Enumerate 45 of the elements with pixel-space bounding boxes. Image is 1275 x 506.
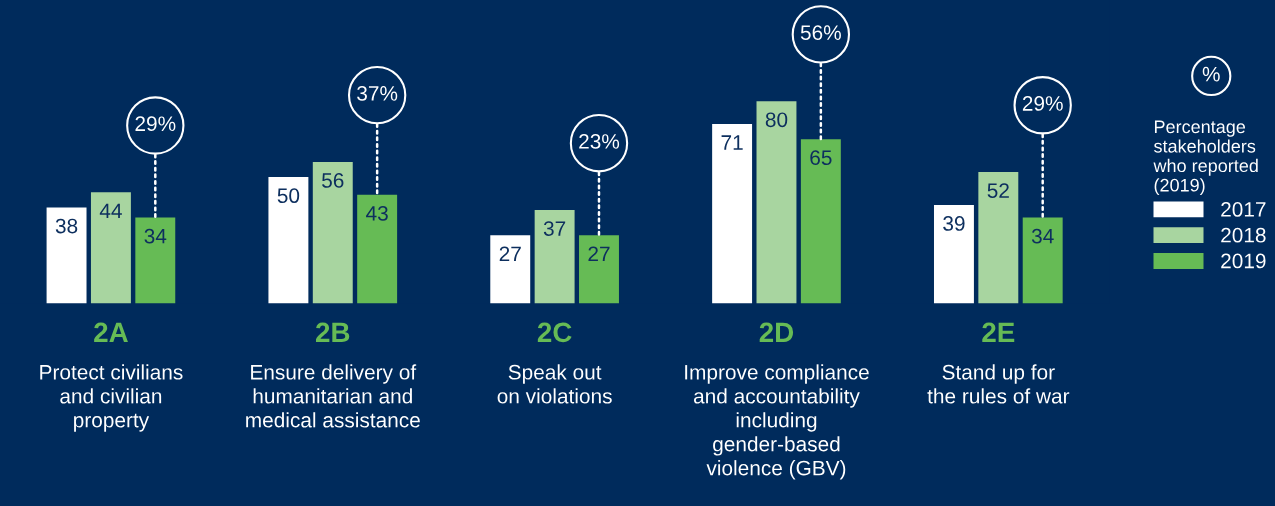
bar <box>800 139 841 304</box>
text: % <box>1202 66 1220 82</box>
data-label: 80 <box>765 112 788 128</box>
bar <box>978 172 1019 304</box>
annotation: 29% <box>1022 96 1063 111</box>
bar <box>579 235 619 304</box>
x-tick-label: 2B Ensure delivery of humanitarian and medical assistance <box>246 322 420 428</box>
bar <box>534 209 575 304</box>
x-tick-label: 2C Speak out on violations <box>497 322 612 404</box>
bar <box>712 123 753 304</box>
bar <box>933 204 974 304</box>
bar <box>135 217 176 304</box>
data-label: 39 <box>943 216 965 231</box>
data-label: 44 <box>99 203 122 218</box>
data-label: 34 <box>144 228 167 244</box>
data-label: 71 <box>721 135 743 150</box>
x-tick-label: 2E Stand up for the rules of war <box>927 322 1070 404</box>
legend-label: 2019 <box>1221 253 1266 269</box>
bar <box>268 177 309 304</box>
legend-label: 2018 <box>1221 227 1266 243</box>
data-label: 43 <box>366 205 388 221</box>
legend-label: 2017 <box>1221 202 1266 217</box>
bar <box>312 161 353 304</box>
data-label: 27 <box>588 246 610 262</box>
data-label: 56 <box>322 173 344 188</box>
data-label: 65 <box>810 150 832 166</box>
data-label: 52 <box>987 183 1009 198</box>
x-tick-label: 2A Protect civilians and civilian property <box>40 322 183 432</box>
bar <box>1022 217 1063 304</box>
data-label: 34 <box>1031 228 1054 244</box>
annotation: 23% <box>579 134 620 149</box>
data-label: 38 <box>55 218 78 234</box>
data-label: 37 <box>543 221 566 236</box>
data-label: 27 <box>499 246 521 262</box>
text: 56% <box>800 25 841 40</box>
annotation: 29% <box>135 116 176 132</box>
bar <box>756 101 797 304</box>
text: 37% <box>357 85 398 101</box>
bar <box>90 192 131 304</box>
data-label: 50 <box>277 188 300 204</box>
bar <box>46 207 87 304</box>
bar <box>490 235 531 304</box>
legend-title: Percentage stakeholders who reported (2019) <box>1153 120 1258 196</box>
bar <box>357 194 398 304</box>
x-tick-label: 2D Improve compliance and accountability including gender-based violence (GBV) <box>685 322 869 480</box>
